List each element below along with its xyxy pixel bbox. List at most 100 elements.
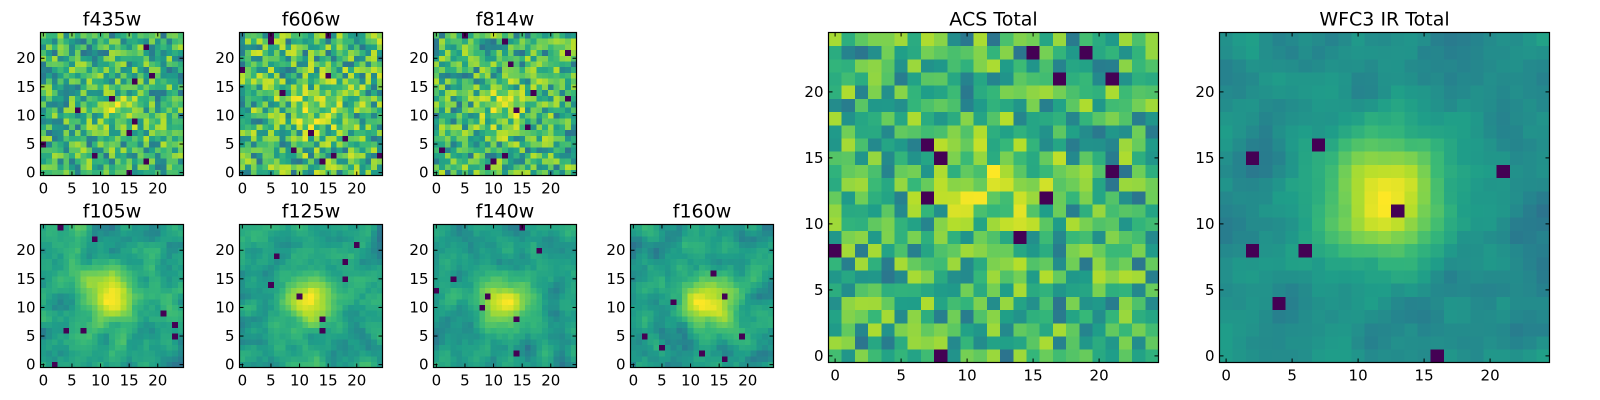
- heatmap-cell: [756, 258, 763, 265]
- heatmap-cell: [74, 124, 81, 131]
- heatmap-cell: [710, 287, 717, 294]
- heatmap-cell: [854, 243, 869, 258]
- heatmap-cell: [439, 356, 446, 363]
- heatmap-cell: [273, 264, 280, 271]
- heatmap-cell: [467, 38, 474, 45]
- heatmap-cell: [51, 89, 59, 96]
- heatmap-cell: [744, 258, 752, 265]
- heatmap-cell: [519, 124, 526, 131]
- heatmap-cell: [296, 106, 303, 113]
- heatmap-cell: [51, 344, 59, 351]
- heatmap-cell: [40, 298, 47, 305]
- heatmap-cell: [439, 95, 446, 102]
- heatmap-cell: [727, 264, 734, 271]
- heatmap-cell: [63, 333, 70, 340]
- heatmap-cell: [290, 152, 298, 159]
- heatmap-cell: [126, 72, 133, 79]
- heatmap-cell: [496, 333, 503, 340]
- heatmap-cell: [456, 350, 463, 357]
- heatmap-cell: [960, 270, 975, 284]
- heatmap-cell: [359, 235, 366, 243]
- heatmap-cell: [854, 164, 869, 179]
- heatmap-cell: [250, 124, 258, 131]
- heatmap-cell: [433, 49, 440, 56]
- heatmap-cell: [722, 247, 729, 254]
- heatmap-cell: [756, 333, 763, 340]
- y-tick-label: 10: [215, 106, 234, 124]
- heatmap-cell: [63, 241, 70, 248]
- heatmap-cell: [308, 230, 315, 237]
- heatmap-cell: [1066, 309, 1080, 324]
- heatmap-cell: [348, 338, 355, 346]
- heatmap-cell: [57, 38, 64, 45]
- heatmap-cell: [699, 310, 706, 317]
- heatmap-cell: [359, 78, 366, 85]
- heatmap-cell: [86, 124, 93, 131]
- heatmap-cell: [722, 310, 729, 317]
- heatmap-cell: [542, 258, 549, 265]
- heatmap-cell: [114, 304, 121, 311]
- heatmap-cell: [103, 118, 110, 125]
- heatmap-cell: [177, 241, 184, 248]
- heatmap-cell: [262, 101, 269, 108]
- heatmap-cell: [484, 101, 492, 108]
- y-tick-label: 0: [419, 356, 429, 374]
- heatmap-cell: [456, 158, 463, 165]
- heatmap-cell: [313, 316, 320, 323]
- heatmap-cell: [342, 101, 349, 108]
- heatmap-cell: [828, 322, 843, 337]
- heatmap-cell: [473, 164, 480, 171]
- heatmap-cell: [462, 158, 469, 165]
- heatmap-cell: [348, 158, 355, 165]
- heatmap-cell: [739, 235, 746, 243]
- heatmap-cell: [630, 230, 637, 237]
- heatmap-cell: [302, 338, 309, 346]
- heatmap-cell: [51, 298, 59, 305]
- heatmap-cell: [371, 89, 378, 96]
- heatmap-cell: [1132, 177, 1146, 192]
- heatmap-cell: [308, 169, 315, 176]
- heatmap-cell: [371, 333, 378, 340]
- heatmap-cell: [565, 164, 572, 171]
- heatmap-cell: [296, 241, 303, 248]
- heatmap-cell: [484, 241, 492, 248]
- heatmap-cell: [51, 258, 59, 265]
- heatmap-cell: [296, 275, 303, 283]
- heatmap-cell: [1013, 349, 1027, 363]
- heatmap-cell: [519, 321, 526, 328]
- heatmap-cell: [433, 95, 440, 102]
- heatmap-cell: [502, 158, 509, 165]
- heatmap-cell: [653, 344, 660, 351]
- heatmap-cell: [114, 158, 121, 165]
- heatmap-cell: [51, 287, 59, 294]
- heatmap-cell: [285, 350, 292, 357]
- heatmap-cell: [439, 158, 446, 165]
- heatmap-cell: [536, 72, 543, 79]
- heatmap-cell: [126, 83, 133, 91]
- heatmap-cell: [536, 95, 543, 102]
- heatmap-cell: [507, 55, 514, 62]
- heatmap-cell: [91, 275, 99, 283]
- heatmap-cell: [547, 287, 555, 294]
- heatmap-cell: [1052, 230, 1067, 245]
- heatmap-cell: [439, 66, 446, 73]
- heatmap-cell: [699, 316, 706, 323]
- heatmap-cell: [513, 49, 520, 56]
- heatmap-cell: [296, 321, 303, 328]
- heatmap-cell: [319, 287, 326, 294]
- heatmap-cell: [467, 89, 474, 96]
- heatmap-cell: [290, 95, 298, 102]
- heatmap-cell: [960, 243, 975, 258]
- heatmap-cell: [490, 95, 497, 102]
- heatmap-cell: [46, 235, 53, 243]
- heatmap-cell: [262, 304, 269, 311]
- heatmap-cell: [285, 124, 292, 131]
- heatmap-cell: [308, 350, 315, 357]
- heatmap-cell: [659, 293, 666, 300]
- heatmap-cell: [308, 275, 315, 283]
- heatmap-cell: [86, 152, 93, 159]
- heatmap-cell: [439, 333, 446, 340]
- heatmap-cell: [1132, 256, 1146, 271]
- heatmap-cell: [444, 333, 452, 340]
- heatmap-cell: [525, 304, 532, 311]
